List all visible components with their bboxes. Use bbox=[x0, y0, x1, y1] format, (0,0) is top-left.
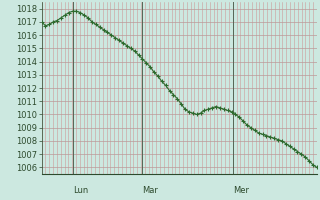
Text: Lun: Lun bbox=[73, 186, 89, 195]
Text: Mer: Mer bbox=[233, 186, 249, 195]
Text: Mar: Mar bbox=[142, 186, 158, 195]
